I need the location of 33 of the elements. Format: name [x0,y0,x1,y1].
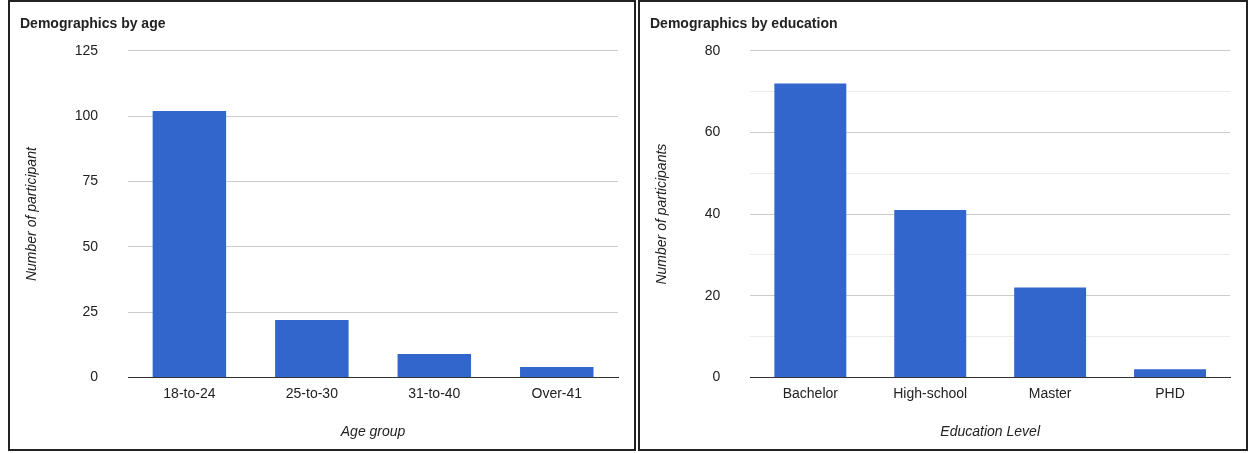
y-tick-label: 75 [82,172,99,189]
y-tick-label: 125 [74,41,99,58]
chart-title: Demographics by age [20,15,166,32]
x-tick-label: 25-to-30 [285,384,339,401]
y-tick-label: 60 [704,123,721,140]
y-tick-label: 50 [82,237,99,254]
bar [1134,369,1207,377]
bar [774,83,847,377]
bar [520,366,594,377]
y-tick-label: 0 [712,368,721,385]
y-tick-label: 20 [704,286,721,303]
chart-title: Demographics by education [650,15,838,32]
bar [275,319,349,377]
bar [397,353,472,377]
y-tick-label: 0 [90,368,99,385]
y-tick-label: 25 [82,302,99,319]
bar [152,110,227,377]
y-tick-label: 40 [704,204,721,221]
y-tick-label: 80 [704,41,721,58]
x-axis-title: Age group [339,423,406,440]
x-tick-label: Master [1028,384,1072,401]
x-tick-label: 31-to-40 [408,384,461,401]
y-axis-title: Number of participants [653,143,670,285]
bar [894,210,967,377]
x-tick-label: 18-to-24 [163,384,216,401]
x-axis-title: Education Level [940,423,1041,440]
x-tick-label: High-school [893,384,968,401]
y-axis-title: Number of participant [23,146,40,282]
y-tick-label: 100 [74,106,99,123]
bar [1014,287,1087,377]
x-tick-label: Over-41 [531,384,583,401]
x-tick-label: Bachelor [782,384,839,401]
x-tick-label: PHD [1155,384,1185,401]
